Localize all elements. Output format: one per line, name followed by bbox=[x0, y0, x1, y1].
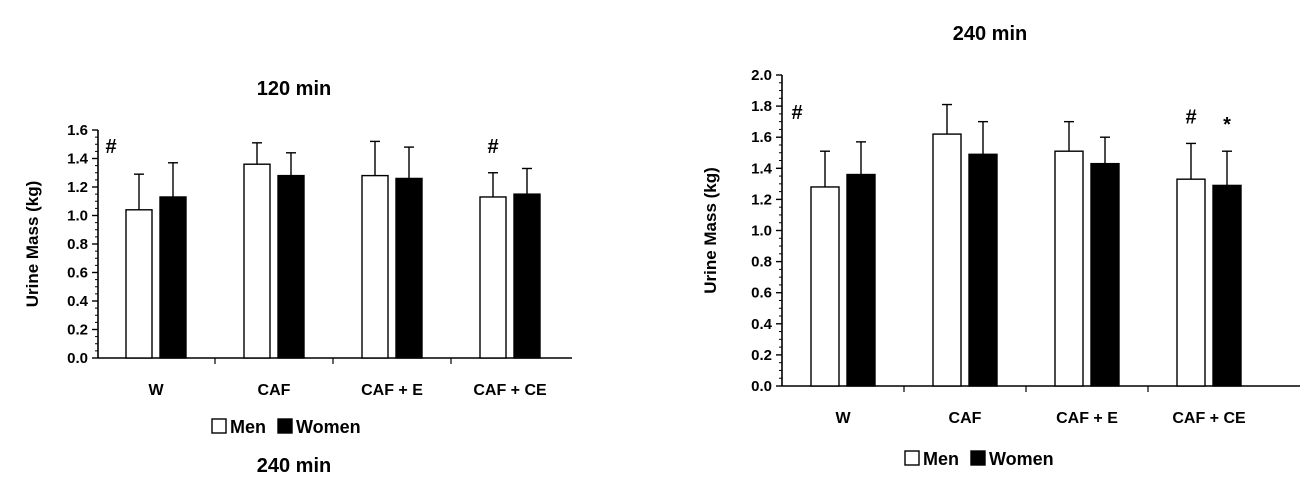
y-tick-label: 1.2 bbox=[67, 179, 88, 196]
bar-women bbox=[395, 177, 423, 359]
chart-title: 240 min bbox=[953, 23, 1027, 45]
bar-men bbox=[932, 133, 962, 387]
y-tick-label: 1.6 bbox=[67, 122, 88, 139]
y-tick-label: 1.4 bbox=[751, 160, 773, 177]
category-label: CAF + CE bbox=[473, 382, 547, 399]
bar-men bbox=[479, 196, 507, 359]
y-tick-label: 2.0 bbox=[751, 67, 772, 84]
bar-women bbox=[513, 193, 541, 359]
legend-swatch-men bbox=[211, 418, 227, 434]
figure-caption: 240 min bbox=[257, 455, 331, 477]
y-tick-label: 0.4 bbox=[67, 293, 89, 310]
legend-swatch-women bbox=[970, 450, 986, 466]
y-tick-label: 0.6 bbox=[751, 285, 772, 302]
y-tick-label: 1.0 bbox=[67, 208, 88, 225]
y-tick-label: 1.4 bbox=[67, 151, 89, 168]
y-tick-label: 0.2 bbox=[67, 322, 88, 339]
significance-marker: # bbox=[105, 136, 116, 158]
bar-men bbox=[1176, 178, 1206, 387]
y-tick-label: 0.6 bbox=[67, 265, 88, 282]
y-tick-label: 1.2 bbox=[751, 191, 772, 208]
significance-marker: # bbox=[1185, 106, 1196, 128]
chart-title: 120 min bbox=[257, 78, 331, 100]
legend: Men Women bbox=[904, 449, 1054, 469]
y-tick-label: 0.4 bbox=[751, 316, 773, 333]
legend-label-men: Men bbox=[230, 417, 266, 437]
bar-women bbox=[968, 153, 998, 387]
significance-marker: # bbox=[791, 102, 802, 124]
bar-men bbox=[125, 209, 153, 359]
bar-women bbox=[1090, 162, 1120, 387]
bar-women bbox=[846, 173, 876, 387]
bar-men bbox=[243, 163, 271, 359]
bar-women bbox=[159, 196, 187, 359]
legend-label-women: Women bbox=[296, 417, 361, 437]
category-label: CAF + CE bbox=[1172, 410, 1246, 427]
significance-marker: * bbox=[1223, 114, 1231, 136]
legend-swatch-women bbox=[277, 418, 293, 434]
y-tick-label: 1.8 bbox=[751, 98, 772, 115]
category-label: CAF bbox=[258, 382, 291, 399]
significance-marker: # bbox=[487, 136, 498, 158]
y-tick-label: 0.2 bbox=[751, 347, 772, 364]
bar-women bbox=[277, 174, 305, 359]
chart-2: 240 min Urine Mass (kg) 0.0 0.2 0.4 0.6 0.8 1.0… bbox=[701, 23, 1300, 469]
y-tick-label: 0.0 bbox=[751, 378, 772, 395]
category-label: W bbox=[835, 410, 851, 427]
y-tick-label: 1.0 bbox=[751, 223, 772, 240]
bar-men bbox=[361, 174, 389, 359]
legend-label-women: Women bbox=[989, 449, 1054, 469]
y-tick-label: 0.8 bbox=[67, 236, 88, 253]
chart-1: 120 min Urine Mass (kg) 0.0 0.2 0.4 0.6 0.8 1.0… bbox=[23, 78, 572, 477]
category-label: W bbox=[148, 382, 164, 399]
category-label: CAF bbox=[949, 410, 982, 427]
category-label: CAF + E bbox=[1056, 410, 1118, 427]
bar-women bbox=[1212, 184, 1242, 387]
y-tick-label: 0.0 bbox=[67, 350, 88, 367]
y-tick-label: 1.6 bbox=[751, 129, 772, 146]
legend-label-men: Men bbox=[923, 449, 959, 469]
bar-men bbox=[810, 186, 840, 387]
bar-men bbox=[1054, 150, 1084, 387]
category-label: CAF + E bbox=[361, 382, 423, 399]
y-axis-label: Urine Mass (kg) bbox=[701, 167, 720, 294]
legend: Men Women bbox=[211, 417, 361, 437]
legend-swatch-men bbox=[904, 450, 920, 466]
y-tick-label: 0.8 bbox=[751, 254, 772, 271]
y-axis-label: Urine Mass (kg) bbox=[23, 181, 42, 308]
